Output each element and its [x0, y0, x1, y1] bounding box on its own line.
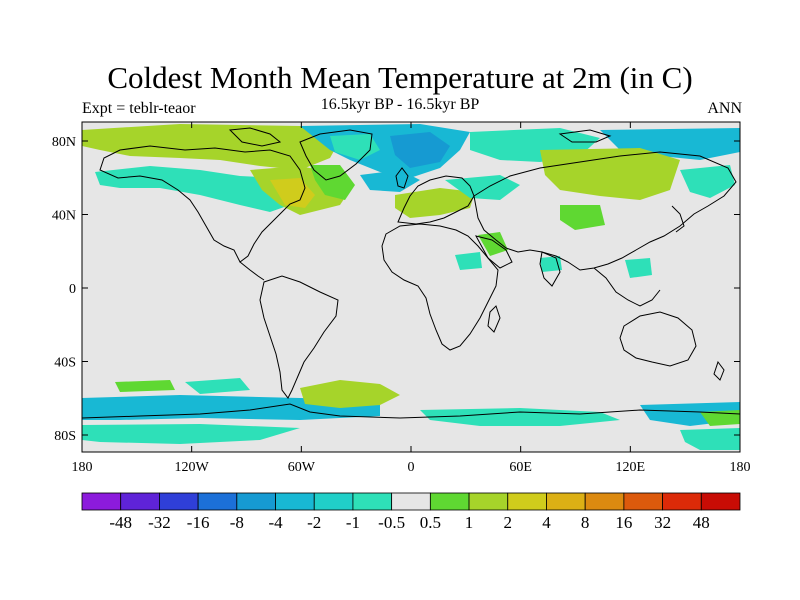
colorbar-label: -0.5	[378, 513, 405, 532]
y-tick-label: 0	[69, 282, 76, 297]
period-label: 16.5kyr BP - 16.5kyr BP	[320, 96, 480, 113]
coastline-arctic-islands	[558, 129, 612, 143]
y-tick-label: 80N	[52, 135, 76, 150]
colorbar-swatch	[236, 492, 276, 511]
coastline-europe	[397, 175, 475, 225]
x-tick-label: 60W	[288, 460, 316, 475]
colorbar-label: -2	[307, 513, 321, 532]
colorbar-swatch	[507, 492, 547, 511]
y-tick-label: 40S	[54, 356, 76, 371]
colorbar-swatch	[468, 492, 509, 511]
colorbar-swatch	[662, 492, 702, 511]
anomaly-region	[82, 424, 300, 444]
anomaly-region	[455, 252, 482, 270]
anomaly-region	[330, 134, 380, 160]
coastline-south-america	[259, 275, 339, 399]
coastline-greenland	[299, 129, 373, 181]
colorbar-label: 2	[504, 513, 513, 532]
x-axis: 180 120W 60W 0 60E 120E 180	[72, 122, 751, 475]
anomaly-region	[82, 124, 340, 170]
colorbar-swatch	[623, 492, 663, 511]
coastline-africa	[381, 223, 499, 351]
colorbar-swatch	[352, 492, 393, 511]
x-tick-label: 120W	[175, 460, 210, 475]
coastline-antarctica	[81, 403, 741, 419]
colorbar-label: 0.5	[420, 513, 441, 532]
y-tick-label: 40N	[52, 209, 76, 224]
colorbar-swatch	[81, 492, 122, 511]
anomaly-region	[420, 408, 620, 426]
anomaly-region	[300, 380, 400, 408]
colorbar-swatch	[275, 492, 315, 511]
coastline-north-america	[99, 145, 306, 263]
anomaly-region	[560, 205, 605, 230]
colorbar-label: 1	[465, 513, 474, 532]
coastline-british-isles	[395, 167, 409, 189]
y-tick-label: 80S	[54, 429, 76, 444]
colorbar-swatch	[120, 492, 160, 511]
colorbar-label: -1	[346, 513, 360, 532]
colorbar-swatch	[546, 492, 586, 511]
experiment-label: Expt = teblr-teaor	[82, 100, 196, 117]
x-tick-label: 180	[72, 460, 93, 475]
coastline-arctic-islands	[228, 127, 282, 147]
coastline-southeast-asia	[593, 267, 661, 307]
anomaly-region	[680, 428, 740, 450]
coastline-australia	[619, 311, 697, 367]
coastline-new-zealand	[713, 360, 725, 381]
coastline-india	[539, 251, 561, 287]
colorbar-label: -48	[109, 513, 132, 532]
colorbar-label: -32	[148, 513, 171, 532]
anomaly-region	[115, 380, 175, 392]
colorbar-swatch	[700, 492, 741, 511]
anomaly-region	[270, 178, 315, 208]
anomaly-region	[540, 256, 562, 272]
colorbar-label: 4	[542, 513, 551, 532]
colorbar-swatch	[429, 492, 470, 511]
x-tick-label: 60E	[509, 460, 532, 475]
colorbar-swatch	[313, 492, 354, 511]
anomaly-region	[680, 165, 735, 198]
y-axis: 80N 40N 0 40S 80S	[52, 135, 740, 444]
coastline-central-america	[239, 261, 265, 281]
colorbar-swatch	[391, 492, 431, 511]
x-tick-label: 120E	[616, 460, 646, 475]
anomaly-region	[540, 148, 680, 200]
colorbar-swatch	[159, 492, 199, 511]
anomaly-region	[395, 188, 475, 218]
coastline-arabia	[475, 235, 513, 269]
coastline-asia	[473, 151, 737, 271]
coastline-japan	[671, 205, 685, 233]
colorbar: -48 -32 -16 -8 -4 -2 -1 -0.5 0.5 1 2 4 8 16 32 48	[81, 492, 741, 532]
coastline-madagascar	[487, 305, 501, 333]
anomaly-region	[390, 132, 450, 168]
colorbar-label: 48	[693, 513, 710, 532]
anomaly-region	[185, 378, 250, 394]
season-label: ANN	[707, 100, 742, 117]
colorbar-label: 32	[654, 513, 671, 532]
map-title: Coldest Month Mean Temperature at 2m (in…	[107, 60, 693, 95]
colorbar-label: 16	[615, 513, 632, 532]
x-tick-label: 0	[408, 460, 415, 475]
anomaly-region	[625, 258, 652, 278]
colorbar-swatch	[197, 492, 238, 511]
anomaly-fill	[82, 124, 740, 450]
anomaly-region	[445, 175, 520, 200]
x-tick-label: 180	[730, 460, 751, 475]
colorbar-label: -8	[230, 513, 244, 532]
colorbar-swatch	[584, 492, 625, 511]
colorbar-label: 8	[581, 513, 590, 532]
colorbar-label: -16	[187, 513, 210, 532]
coastlines	[81, 127, 741, 419]
colorbar-label: -4	[268, 513, 283, 532]
